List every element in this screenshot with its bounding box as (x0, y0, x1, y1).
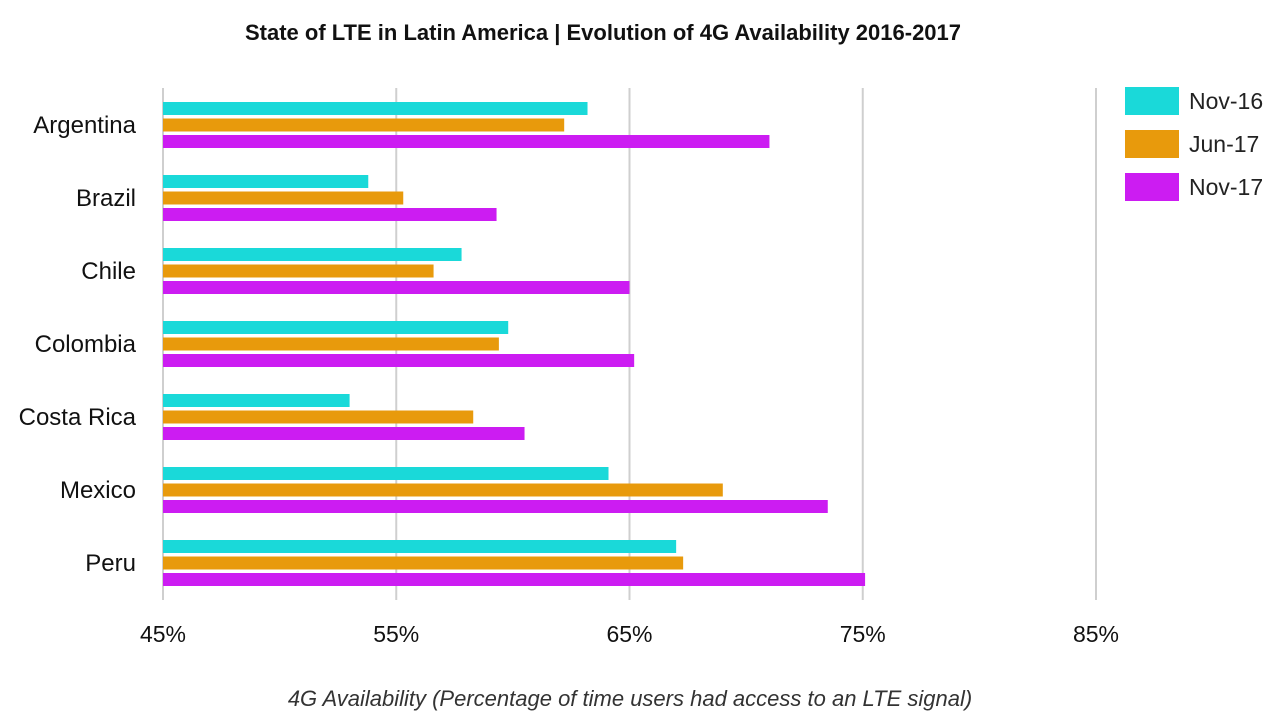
bar (163, 264, 434, 278)
bar (163, 321, 509, 334)
category-label: Mexico (60, 477, 136, 504)
category-label: Brazil (76, 185, 136, 212)
bar (163, 573, 866, 586)
legend-label: Nov-16 (1189, 88, 1263, 114)
bar (163, 102, 588, 115)
category-label: Peru (85, 550, 136, 577)
legend-label: Nov-17 (1189, 174, 1263, 200)
bar (163, 191, 404, 205)
bar (163, 556, 684, 570)
category-labels: Argentina Brazil Chile Colombia Costa Rica Me… (19, 112, 137, 577)
bar (163, 135, 770, 148)
tick-label: 55% (373, 621, 419, 647)
tick-label: 65% (606, 621, 652, 647)
bar (163, 394, 350, 407)
bar (163, 410, 474, 424)
gridlines (162, 88, 1097, 600)
bar (163, 427, 525, 440)
bar (163, 248, 462, 261)
legend-swatch (1125, 87, 1179, 115)
category-label: Argentina (33, 112, 136, 139)
bar (163, 467, 609, 480)
bars (163, 102, 866, 586)
bar (163, 208, 497, 221)
x-axis-title: 4G Availability (Percentage of time user… (288, 686, 972, 711)
bar (163, 337, 499, 351)
legend-swatch (1125, 173, 1179, 201)
tick-label: 85% (1073, 621, 1119, 647)
bar (163, 540, 677, 553)
category-label: Costa Rica (19, 404, 137, 431)
chart-title: State of LTE in Latin America | Evolutio… (245, 20, 961, 45)
legend-swatch (1125, 130, 1179, 158)
bar (163, 175, 369, 188)
bar (163, 118, 565, 132)
bar (163, 354, 635, 367)
category-label: Chile (81, 258, 136, 285)
legend: Nov-16 Jun-17 Nov-17 (1125, 87, 1263, 201)
tick-label: 75% (840, 621, 886, 647)
bar (163, 281, 630, 294)
bar (163, 500, 828, 513)
bar (163, 483, 723, 497)
category-label: Colombia (35, 331, 137, 358)
tick-labels: 45% 55% 65% 75% 85% (140, 621, 1119, 647)
legend-label: Jun-17 (1189, 131, 1259, 157)
tick-label: 45% (140, 621, 186, 647)
